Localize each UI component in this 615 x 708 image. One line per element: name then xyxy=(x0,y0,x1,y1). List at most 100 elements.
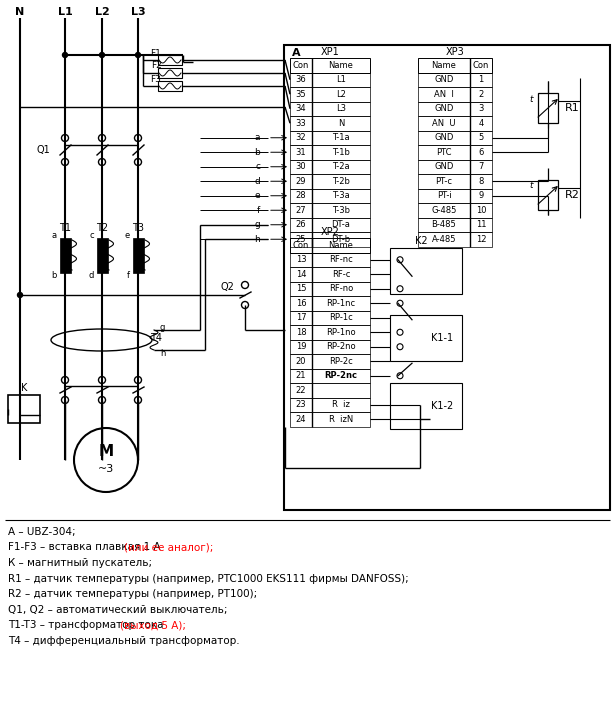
Text: 7: 7 xyxy=(478,162,483,171)
Bar xyxy=(290,217,370,232)
Bar xyxy=(290,116,370,130)
Text: 35: 35 xyxy=(296,90,306,98)
Text: K2: K2 xyxy=(415,236,427,246)
Circle shape xyxy=(98,159,106,166)
Text: K: K xyxy=(21,383,27,393)
Circle shape xyxy=(397,344,403,350)
Text: GND: GND xyxy=(434,104,454,113)
Text: 8: 8 xyxy=(478,177,483,185)
Bar xyxy=(290,159,370,174)
Bar xyxy=(390,383,462,429)
Text: Q2: Q2 xyxy=(220,282,234,292)
Text: L2: L2 xyxy=(95,7,109,17)
Circle shape xyxy=(135,159,141,166)
Text: R2 – датчик температуры (например, PT100);: R2 – датчик температуры (например, PT100… xyxy=(8,589,257,599)
Bar xyxy=(290,87,370,101)
Text: 3: 3 xyxy=(478,104,483,113)
Bar xyxy=(158,55,182,65)
Circle shape xyxy=(397,372,403,379)
Text: RP-1nc: RP-1nc xyxy=(327,299,355,308)
Text: h: h xyxy=(254,235,260,244)
Text: L2: L2 xyxy=(336,90,346,98)
Text: T-3a: T-3a xyxy=(332,191,350,200)
Text: 4: 4 xyxy=(478,119,483,127)
Bar xyxy=(290,145,370,159)
Text: 12: 12 xyxy=(476,235,486,244)
Text: T-1a: T-1a xyxy=(332,133,350,142)
Bar xyxy=(290,325,370,340)
Circle shape xyxy=(17,292,23,297)
Bar xyxy=(290,383,370,397)
Bar xyxy=(290,188,370,203)
Text: d: d xyxy=(89,270,94,280)
Text: К – магнитный пускатель;: К – магнитный пускатель; xyxy=(8,558,152,568)
Circle shape xyxy=(62,396,68,404)
Circle shape xyxy=(98,135,106,142)
Text: a: a xyxy=(255,133,260,142)
Text: 6: 6 xyxy=(478,148,483,156)
Text: PTC: PTC xyxy=(436,148,452,156)
Bar xyxy=(418,145,492,159)
Text: R1 – датчик температуры (например, PTC1000 EKS111 фирмы DANFOSS);: R1 – датчик температуры (например, PTC10… xyxy=(8,573,409,583)
Text: 9: 9 xyxy=(478,191,483,200)
Text: DT-b: DT-b xyxy=(331,235,351,244)
Bar xyxy=(284,45,610,510)
Text: T2: T2 xyxy=(96,223,108,233)
Text: 32: 32 xyxy=(296,133,306,142)
Text: 31: 31 xyxy=(296,148,306,156)
Bar xyxy=(418,203,492,217)
Text: 11: 11 xyxy=(476,220,486,229)
Text: AN  U: AN U xyxy=(432,119,456,127)
Text: L3: L3 xyxy=(130,7,145,17)
Bar xyxy=(418,130,492,145)
Text: 29: 29 xyxy=(296,177,306,185)
Text: L1: L1 xyxy=(336,75,346,84)
Text: 26: 26 xyxy=(296,220,306,229)
Text: RP-2nc: RP-2nc xyxy=(325,371,357,380)
Bar xyxy=(290,253,370,267)
Text: 36: 36 xyxy=(296,75,306,84)
Bar xyxy=(418,159,492,174)
Text: XP1: XP1 xyxy=(320,47,339,57)
Circle shape xyxy=(98,377,106,384)
Text: 18: 18 xyxy=(296,328,306,337)
Text: 25: 25 xyxy=(296,235,306,244)
Bar xyxy=(418,72,492,87)
Circle shape xyxy=(62,159,68,166)
Text: 24: 24 xyxy=(296,415,306,424)
Text: GND: GND xyxy=(434,162,454,171)
Text: GND: GND xyxy=(434,133,454,142)
Text: 28: 28 xyxy=(296,191,306,200)
Text: e: e xyxy=(125,231,130,239)
Text: 17: 17 xyxy=(296,313,306,322)
Bar xyxy=(97,238,108,273)
Text: RF-nc: RF-nc xyxy=(329,256,353,264)
Circle shape xyxy=(135,135,141,142)
Text: (или ее аналог);: (или ее аналог); xyxy=(124,542,213,552)
Text: N: N xyxy=(338,119,344,127)
Text: 10: 10 xyxy=(476,206,486,215)
Bar xyxy=(290,232,370,246)
Text: L1: L1 xyxy=(58,7,73,17)
Text: 20: 20 xyxy=(296,357,306,366)
Circle shape xyxy=(397,286,403,292)
Text: R  izN: R izN xyxy=(329,415,353,424)
Circle shape xyxy=(98,396,106,404)
Text: B-485: B-485 xyxy=(432,220,456,229)
Bar xyxy=(290,267,370,282)
Text: 30: 30 xyxy=(296,162,306,171)
Text: c: c xyxy=(89,231,94,239)
Text: h: h xyxy=(160,348,165,358)
Bar xyxy=(290,58,370,72)
Text: 1: 1 xyxy=(478,75,483,84)
Text: g: g xyxy=(254,220,260,229)
Bar xyxy=(418,87,492,101)
Text: e: e xyxy=(255,191,260,200)
Text: R1: R1 xyxy=(565,103,579,113)
Circle shape xyxy=(397,329,403,336)
Text: PT-c: PT-c xyxy=(435,177,453,185)
Text: Name: Name xyxy=(328,61,354,70)
Text: 16: 16 xyxy=(296,299,306,308)
Text: (выход 5 А);: (выход 5 А); xyxy=(120,620,186,630)
Text: 21: 21 xyxy=(296,371,306,380)
